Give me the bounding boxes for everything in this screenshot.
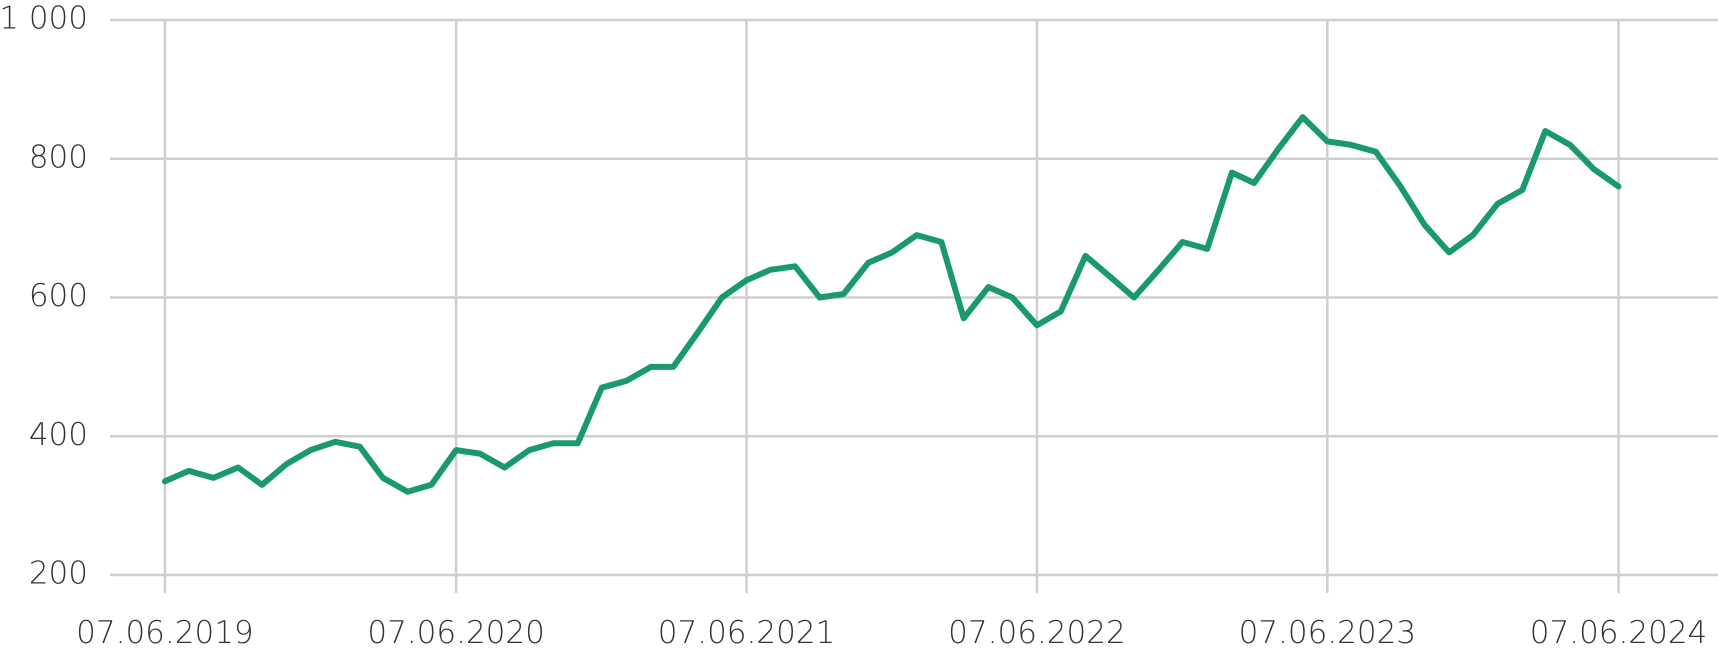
x-tick-label: 07.06.2023 (1239, 615, 1417, 651)
x-tick-label: 07.06.2020 (367, 615, 545, 651)
y-tick-label: 600 (29, 278, 88, 314)
x-tick-label: 07.06.2022 (948, 615, 1126, 651)
x-tick-label: 07.06.2021 (658, 615, 836, 651)
y-tick-label: 1 000 (0, 1, 88, 37)
y-tick-label: 400 (29, 417, 88, 453)
x-tick-label: 07.06.2019 (76, 615, 254, 651)
y-tick-label: 800 (29, 139, 88, 175)
x-tick-label: 07.06.2024 (1530, 615, 1708, 651)
line (161, 114, 1622, 495)
y-tick-label: 200 (29, 556, 88, 592)
